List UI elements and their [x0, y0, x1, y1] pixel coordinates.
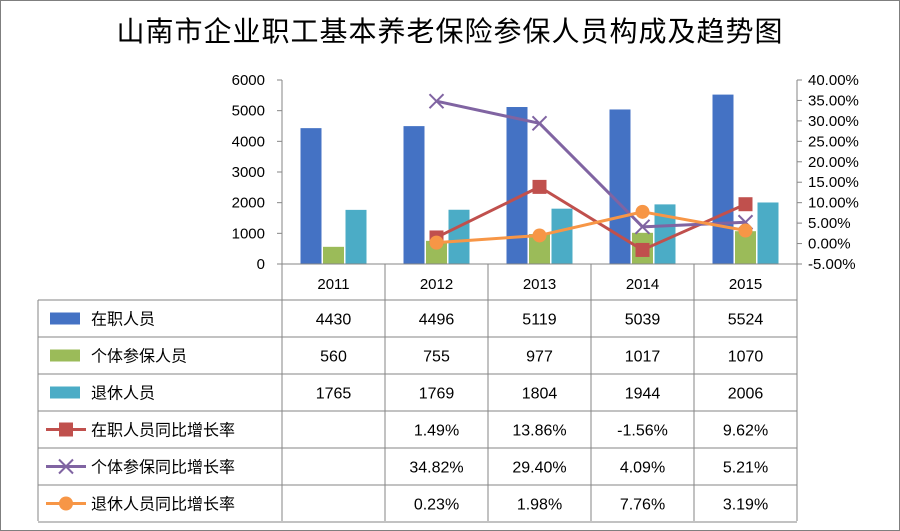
point-marker-3: [429, 235, 444, 250]
legend-key-1: [50, 312, 80, 325]
point-marker-1: [738, 197, 753, 212]
table-cell: 5119: [522, 312, 557, 329]
bar-1: [609, 109, 631, 264]
x-tick-label: 2012: [420, 276, 453, 293]
y2-tick-label: 40.00%: [808, 72, 859, 89]
x-tick-label: 2011: [317, 276, 349, 293]
x-tick-label: 2013: [523, 276, 556, 293]
bar-1: [712, 94, 734, 264]
y-tick-label: 2000: [232, 195, 265, 212]
legend-marker-5: [58, 458, 74, 475]
series-line-3: [436, 210, 746, 245]
y-tick-label: 4000: [232, 133, 265, 150]
row-label: 在职人员: [91, 310, 155, 329]
table-cell: 1017: [625, 349, 661, 366]
table-cell: 1.98%: [517, 497, 562, 514]
table-cell: 5524: [728, 312, 764, 329]
bar-1: [506, 107, 528, 264]
legend-key-2: [50, 349, 80, 362]
y2-tick-label: 15.00%: [808, 174, 859, 191]
table-cell: 1804: [522, 386, 558, 403]
bar-3: [654, 204, 676, 264]
table-cell: 977: [526, 349, 553, 366]
table-cell: 29.40%: [512, 460, 566, 477]
table-cell: 7.76%: [620, 497, 665, 514]
series-line-1: [435, 185, 747, 252]
table-cell: 4.09%: [620, 460, 665, 477]
point-marker-1: [635, 242, 650, 257]
bar-3: [448, 209, 470, 264]
bar-3: [345, 209, 367, 264]
table-cell: 755: [423, 349, 450, 366]
y2-tick-label: 30.00%: [808, 113, 859, 130]
y-tick-label: 1000: [232, 225, 265, 242]
table-cell: 9.62%: [723, 423, 768, 440]
table-cell: 1769: [419, 386, 455, 403]
legend-marker-4: [59, 422, 73, 437]
y-tick-label: 5000: [232, 103, 265, 120]
y2-tick-label: 25.00%: [808, 133, 859, 150]
point-marker-2: [428, 93, 445, 109]
legend-key-3: [50, 386, 80, 399]
point-marker-1: [532, 179, 547, 194]
bar-1: [403, 126, 425, 264]
bar-2: [323, 246, 344, 264]
y2-tick-label: -5.00%: [808, 256, 856, 273]
table-cell: 0.23%: [414, 497, 459, 514]
table-cell: 1070: [728, 349, 764, 366]
y2-tick-label: 5.00%: [808, 215, 851, 232]
table-cell: 4430: [316, 312, 352, 329]
row-label: 个体参保人员: [91, 347, 187, 366]
point-marker-2: [531, 115, 548, 132]
table-cell: 1944: [625, 386, 661, 403]
y2-tick-label: 0.00%: [808, 236, 851, 253]
table-cell: 13.86%: [512, 423, 566, 440]
y2-tick-label: 20.00%: [808, 154, 859, 171]
x-tick-label: 2015: [729, 276, 762, 293]
point-marker-3: [738, 223, 753, 238]
row-label: 退休人员: [91, 384, 155, 403]
bar-2: [529, 234, 550, 264]
table-cell: 4496: [419, 312, 455, 329]
table-cell: 3.19%: [723, 497, 768, 514]
chart-title: 山南市企业职工基本养老保险参保人员构成及趋势图: [116, 15, 784, 48]
table-cell: 5039: [625, 312, 661, 329]
table-cell: 34.82%: [409, 460, 463, 477]
bar-2: [735, 231, 756, 264]
y2-tick-label: 35.00%: [808, 92, 859, 109]
y-tick-label: 0: [257, 256, 265, 273]
point-marker-3: [532, 228, 547, 243]
point-marker-3: [635, 204, 650, 219]
point-marker-2: [634, 219, 651, 235]
series-line-2: [436, 99, 746, 229]
table-cell: 1.49%: [414, 423, 459, 440]
table-cell: -1.56%: [617, 423, 668, 440]
bar-3: [757, 202, 779, 264]
table-cell: 2006: [728, 386, 764, 403]
y2-tick-label: 10.00%: [808, 195, 859, 212]
bar-1: [300, 128, 322, 264]
table-cell: 560: [320, 349, 347, 366]
table-cell: 1765: [316, 386, 352, 403]
y-tick-label: 3000: [232, 164, 265, 181]
legend-marker-6: [59, 496, 73, 511]
row-label: 在职人员同比增长率: [91, 421, 235, 440]
x-tick-label: 2014: [626, 276, 659, 293]
row-label: 个体参保同比增长率: [91, 458, 235, 477]
bar-3: [551, 208, 573, 264]
y-tick-label: 6000: [232, 72, 265, 89]
row-label: 退休人员同比增长率: [91, 495, 235, 514]
table-cell: 5.21%: [723, 460, 768, 477]
